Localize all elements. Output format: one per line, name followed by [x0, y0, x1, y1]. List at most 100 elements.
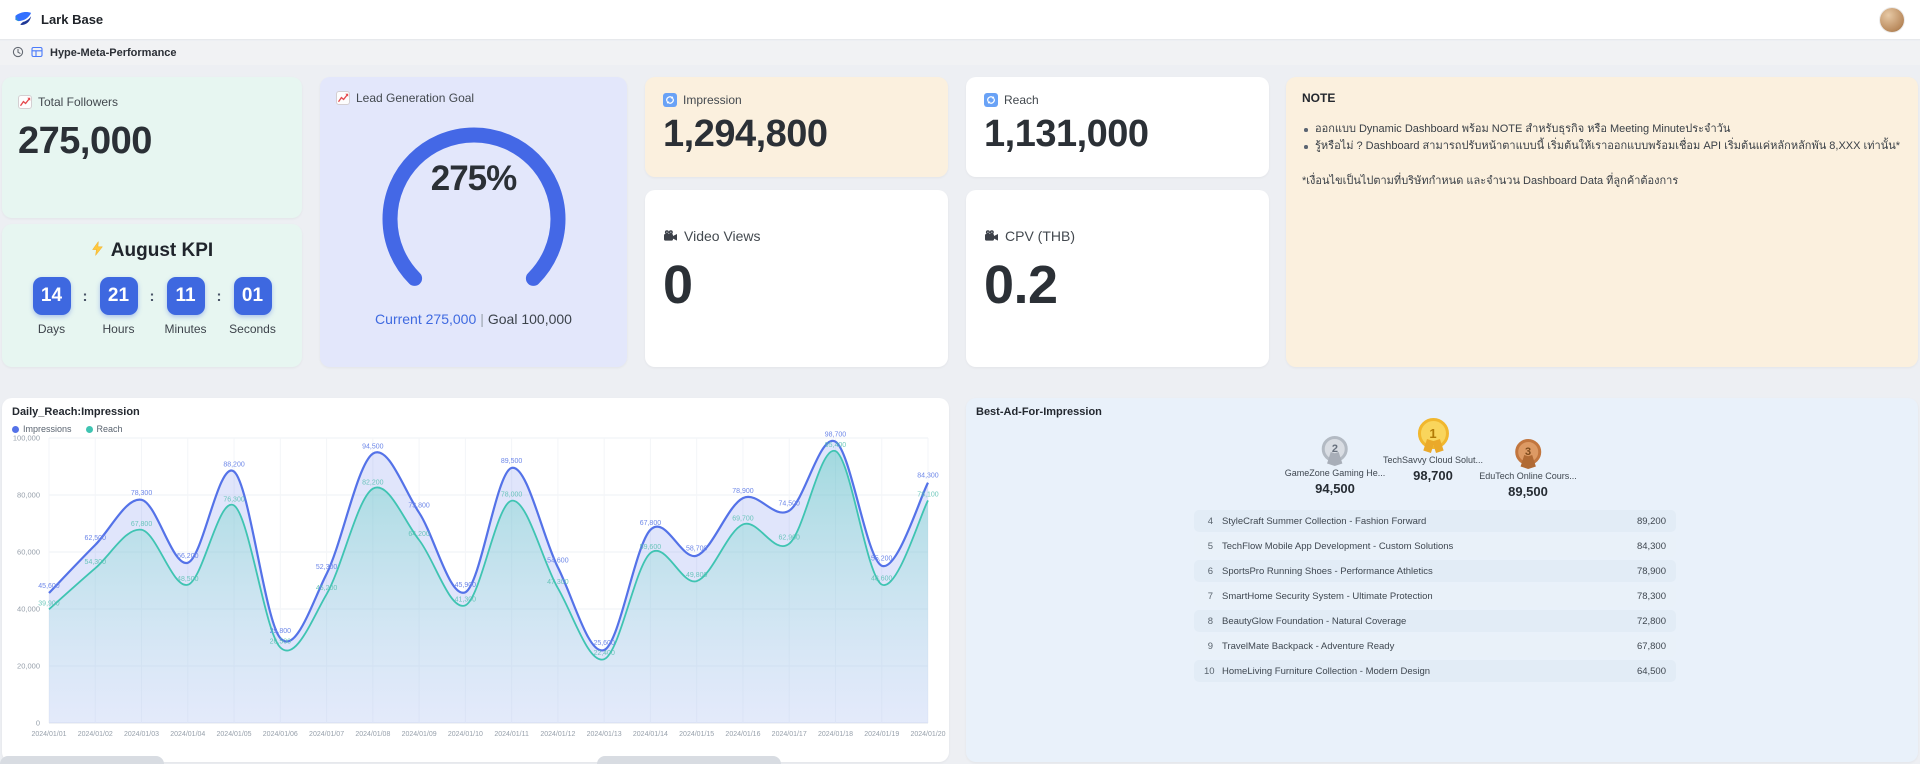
svg-text:62,900: 62,900: [778, 535, 800, 542]
countdown-label: Seconds: [229, 322, 276, 336]
ad-row-7[interactable]: 7 SmartHome Security System - Ultimate Pr…: [1194, 585, 1676, 607]
lark-logo-icon: [14, 9, 33, 31]
ad-value: 78,300: [1636, 590, 1666, 602]
note-card: NOTE ออกแบบ Dynamic Dashboard พร้อม NOTE…: [1286, 77, 1918, 367]
goal-target: Goal 100,000: [487, 311, 572, 327]
goal-current: Current 275,000: [375, 311, 477, 327]
svg-text:62,500: 62,500: [85, 535, 107, 542]
svg-text:2024/01/20: 2024/01/20: [910, 731, 945, 738]
svg-text:60,000: 60,000: [17, 548, 40, 557]
repeat-icon: [984, 93, 998, 107]
reach-label: Reach: [1004, 93, 1039, 107]
total-followers-value: 275,000: [18, 120, 152, 162]
cpv-card: CPV (THB) 0.2: [966, 190, 1269, 367]
countdown-value: 14: [32, 277, 71, 315]
svg-text:52,300: 52,300: [316, 564, 338, 571]
svg-text:41,300: 41,300: [455, 596, 477, 603]
history-icon[interactable]: [12, 46, 24, 61]
ad-row-6[interactable]: 6 SportsPro Running Shoes - Performance A…: [1194, 560, 1676, 582]
ad-row-5[interactable]: 5 TechFlow Mobile App Development - Custo…: [1194, 535, 1676, 557]
best-ads-card: Best-Ad-For-Impression 2 GameZone Gaming …: [966, 398, 1918, 762]
medal-silver-icon: 2: [1321, 436, 1348, 466]
svg-text:2024/01/07: 2024/01/07: [309, 731, 344, 738]
ad-name: HomeLiving Furniture Collection - Modern…: [1222, 665, 1431, 677]
podium-name: EduTech Online Cours...: [1479, 471, 1577, 481]
svg-text:2024/01/09: 2024/01/09: [402, 731, 437, 738]
svg-text:25,600: 25,600: [593, 640, 615, 647]
svg-text:2024/01/10: 2024/01/10: [448, 731, 483, 738]
ad-row-8[interactable]: 8 BeautyGlow Foundation - Natural Coverag…: [1194, 610, 1676, 632]
impression-value: 1,294,800: [663, 113, 828, 155]
svg-text:58,700: 58,700: [686, 546, 708, 553]
note-bullet: รู้หรือไม่ ? Dashboard สามารถปรับหน้าตาแ…: [1302, 138, 1902, 155]
medal-gold-icon: 1: [1417, 418, 1449, 453]
ad-rank: 7: [1207, 590, 1213, 602]
breadcrumb-bar: Hype-Meta-Performance: [0, 41, 1920, 65]
video-views-label: Video Views: [684, 228, 761, 244]
ad-value: 78,900: [1636, 565, 1666, 577]
ad-row-10[interactable]: 10 HomeLiving Furniture Collection - Mode…: [1194, 660, 1676, 682]
podium-value: 98,700: [1413, 468, 1453, 483]
countdown-unit-hours: 21 Hours: [90, 277, 148, 336]
note-footnote: *เงื่อนไขเป็นไปตามที่บริษัทกำหนด และจำนว…: [1302, 175, 1679, 187]
user-avatar[interactable]: [1880, 8, 1904, 32]
reach-card: Reach 1,131,000: [966, 77, 1269, 177]
countdown-unit-seconds: 01 Seconds: [224, 277, 282, 336]
ad-rank: 6: [1207, 565, 1213, 577]
svg-text:2024/01/15: 2024/01/15: [679, 731, 714, 738]
total-followers-label: Total Followers: [38, 95, 119, 109]
ad-value: 67,800: [1636, 640, 1666, 652]
svg-text:2024/01/03: 2024/01/03: [124, 731, 159, 738]
svg-text:48,500: 48,500: [177, 576, 199, 583]
svg-text:26,500: 26,500: [270, 638, 292, 645]
svg-text:0: 0: [36, 719, 40, 728]
svg-text:80,000: 80,000: [17, 491, 40, 500]
ad-value: 89,200: [1636, 515, 1666, 527]
breadcrumb[interactable]: Hype-Meta-Performance: [50, 47, 177, 59]
impression-card: Impression 1,294,800: [645, 77, 948, 177]
svg-text:2024/01/05: 2024/01/05: [217, 731, 252, 738]
ad-rank: 10: [1204, 665, 1215, 677]
august-kpi-card: August KPI 14 Days:21 Hours:11 Minutes:01 Se…: [2, 224, 302, 367]
svg-text:49,800: 49,800: [686, 572, 708, 579]
svg-text:76,300: 76,300: [223, 497, 245, 504]
podium-name: TechSavvy Cloud Solut...: [1382, 455, 1484, 465]
svg-text:78,000: 78,000: [501, 492, 523, 499]
cpv-value: 0.2: [984, 255, 1058, 315]
countdown-value: 01: [233, 277, 272, 315]
zap-icon: [91, 240, 104, 262]
chart-increasing-icon: [336, 91, 350, 105]
chart-title: Daily_Reach:Impression: [12, 406, 140, 418]
svg-text:55,200: 55,200: [871, 556, 893, 563]
brand: Lark Base: [14, 9, 103, 31]
svg-text:20,000: 20,000: [17, 662, 40, 671]
svg-text:67,800: 67,800: [640, 520, 662, 527]
legend-label: Reach: [96, 424, 123, 434]
podium-gold: 1 TechSavvy Cloud Solut... 98,700: [1383, 418, 1483, 483]
legend-item-reach[interactable]: Reach: [85, 424, 123, 434]
legend-item-impressions[interactable]: Impressions: [12, 424, 72, 434]
svg-text:2024/01/13: 2024/01/13: [587, 731, 622, 738]
ad-row-9[interactable]: 9 TravelMate Backpack - Adventure Ready 67…: [1194, 635, 1676, 657]
svg-text:82,200: 82,200: [362, 480, 384, 487]
impression-label: Impression: [683, 93, 742, 107]
countdown-separator: :: [149, 287, 155, 305]
countdown-value: 21: [99, 277, 138, 315]
svg-text:2024/01/01: 2024/01/01: [31, 731, 66, 738]
svg-text:2024/01/17: 2024/01/17: [772, 731, 807, 738]
ad-row-4[interactable]: 4 StyleCraft Summer Collection - Fashion …: [1194, 510, 1676, 532]
ad-name: SportsPro Running Shoes - Performance At…: [1222, 565, 1433, 577]
svg-text:22,400: 22,400: [593, 650, 615, 657]
svg-text:78,100: 78,100: [917, 491, 939, 498]
svg-text:2024/01/06: 2024/01/06: [263, 731, 298, 738]
countdown-label: Minutes: [164, 322, 207, 336]
countdown-value: 11: [166, 277, 205, 315]
reach-value: 1,131,000: [984, 113, 1149, 155]
svg-text:2024/01/18: 2024/01/18: [818, 731, 853, 738]
best-ads-title: Best-Ad-For-Impression: [976, 406, 1102, 418]
countdown-unit-minutes: 11 Minutes: [157, 277, 215, 336]
video-views-card: Video Views 0: [645, 190, 948, 367]
next-row-card-peek: [0, 756, 164, 764]
svg-text:95,400: 95,400: [825, 442, 847, 449]
